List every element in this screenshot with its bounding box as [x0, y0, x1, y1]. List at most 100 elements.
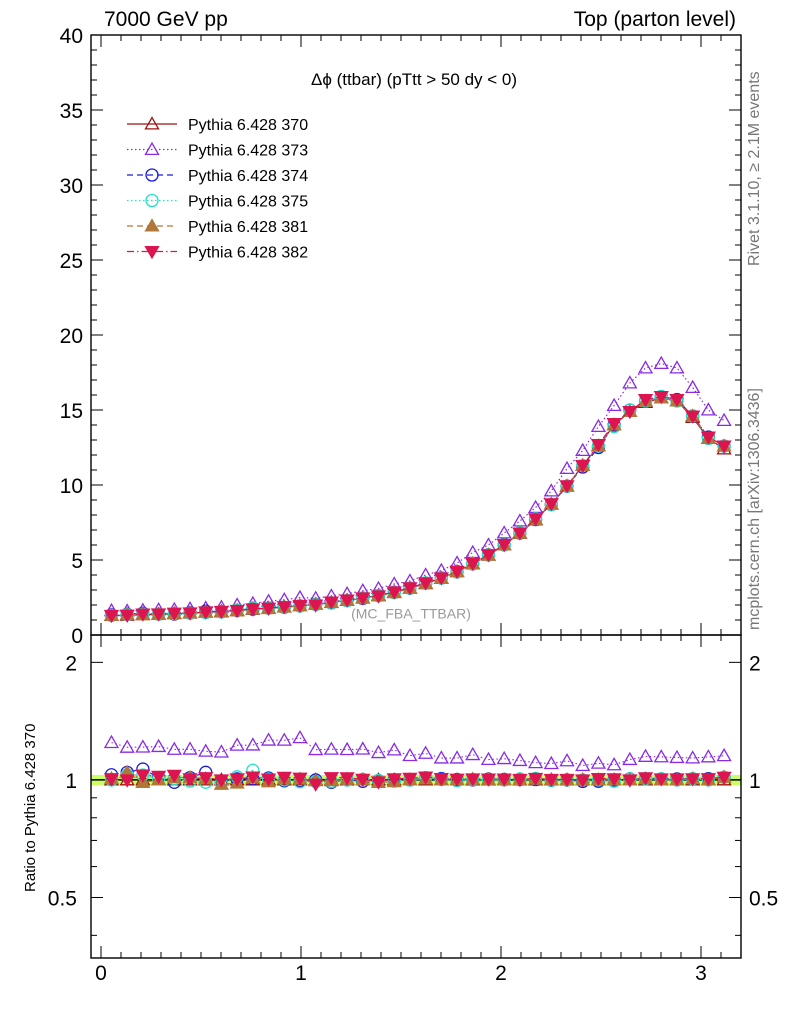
- data-point: [292, 729, 308, 744]
- data-point: [512, 773, 528, 788]
- series-2-main: [103, 355, 732, 617]
- series-line: [111, 362, 725, 612]
- data-point: [386, 586, 402, 600]
- data-point: [449, 750, 465, 764]
- data-point: [418, 745, 434, 759]
- data-point: [512, 752, 528, 767]
- ratio-line: [111, 769, 725, 784]
- data-point: [622, 774, 638, 788]
- data-point: [606, 417, 622, 432]
- data-point: [339, 772, 355, 786]
- data-point: [480, 751, 497, 766]
- data-point: [543, 755, 559, 770]
- data-point: [433, 773, 449, 787]
- data-point: [480, 549, 497, 563]
- data-point: [198, 743, 214, 757]
- data-point: [637, 748, 654, 762]
- x-tick-label: 1: [295, 962, 307, 985]
- ratio-line: [111, 774, 725, 785]
- data-point: [590, 438, 607, 453]
- data-point: [308, 741, 324, 756]
- ratio-line: [111, 771, 725, 785]
- data-point: [213, 605, 230, 620]
- series-line: [111, 395, 725, 616]
- main-y-tick-label: 10: [60, 475, 83, 498]
- data-point: [229, 737, 245, 751]
- ratio-y-tick-label: 2: [65, 652, 77, 675]
- data-point: [150, 770, 167, 785]
- data-point: [276, 771, 292, 786]
- ratio-line: [111, 737, 725, 767]
- data-point: [637, 772, 654, 786]
- data-point: [685, 773, 701, 787]
- main-y-tick-label: 35: [60, 100, 83, 123]
- data-point: [606, 397, 622, 412]
- data-point: [144, 218, 160, 232]
- data-point: [355, 592, 371, 606]
- data-point: [559, 773, 575, 788]
- data-point: [496, 525, 512, 539]
- data-point: [260, 732, 277, 746]
- ratio-y-tick-label: 0.5: [48, 888, 77, 911]
- data-point: [716, 412, 732, 427]
- data-point: [653, 773, 669, 787]
- data-point: [355, 741, 371, 755]
- data-point: [700, 749, 717, 763]
- data-point: [606, 757, 622, 771]
- main-y-tick-label: 0: [71, 625, 83, 648]
- data-point: [144, 116, 160, 130]
- data-point: [669, 749, 685, 764]
- data-point: [213, 744, 230, 758]
- legend-entry: Pythia 6.428 374: [188, 168, 308, 185]
- data-point: [653, 355, 669, 370]
- data-point: [669, 360, 685, 374]
- data-point: [119, 774, 135, 788]
- data-point: [119, 739, 135, 753]
- data-point: [166, 741, 182, 755]
- ratio-axis-label: Ratio to Pythia 6.428 370: [22, 723, 39, 892]
- data-point: [685, 379, 701, 394]
- data-point: [276, 601, 292, 615]
- data-point: [716, 747, 732, 762]
- data-point: [135, 769, 151, 783]
- data-point: [669, 393, 685, 408]
- data-point: [370, 744, 387, 759]
- data-point: [213, 774, 230, 788]
- ratio-y-tick-label-right: 1: [749, 770, 761, 793]
- data-point: [449, 773, 465, 787]
- data-point: [575, 774, 591, 788]
- data-point: [245, 603, 261, 617]
- data-point: [245, 771, 261, 785]
- data-point: [543, 498, 559, 512]
- main-y-tick-label: 5: [71, 550, 83, 573]
- data-point: [276, 732, 292, 746]
- data-point: [135, 608, 151, 622]
- ratio-plot-frame: [90, 634, 742, 959]
- data-point: [496, 750, 512, 765]
- data-point: [637, 393, 654, 408]
- analysis-watermark: (MC_FBA_TTBAR): [351, 606, 471, 622]
- data-point: [182, 773, 198, 787]
- data-point: [700, 773, 717, 787]
- data-point: [653, 749, 669, 763]
- data-point: [292, 772, 308, 787]
- data-point: [182, 607, 198, 621]
- data-point: [543, 773, 559, 788]
- data-point: [308, 599, 324, 613]
- data-point: [323, 741, 340, 755]
- data-point: [386, 773, 402, 787]
- data-point: [145, 168, 159, 182]
- data-point: [527, 513, 544, 527]
- series-4-main: [104, 389, 731, 623]
- ratio-y-tick-label-right: 2: [749, 652, 761, 675]
- data-point: [103, 609, 120, 624]
- data-point: [465, 773, 481, 787]
- data-point: [559, 460, 575, 475]
- main-y-tick-label: 15: [60, 400, 83, 423]
- data-point: [527, 754, 544, 769]
- series-2-ratio: [103, 729, 732, 772]
- data-point: [590, 755, 607, 769]
- data-point: [622, 405, 638, 420]
- data-point: [653, 390, 669, 405]
